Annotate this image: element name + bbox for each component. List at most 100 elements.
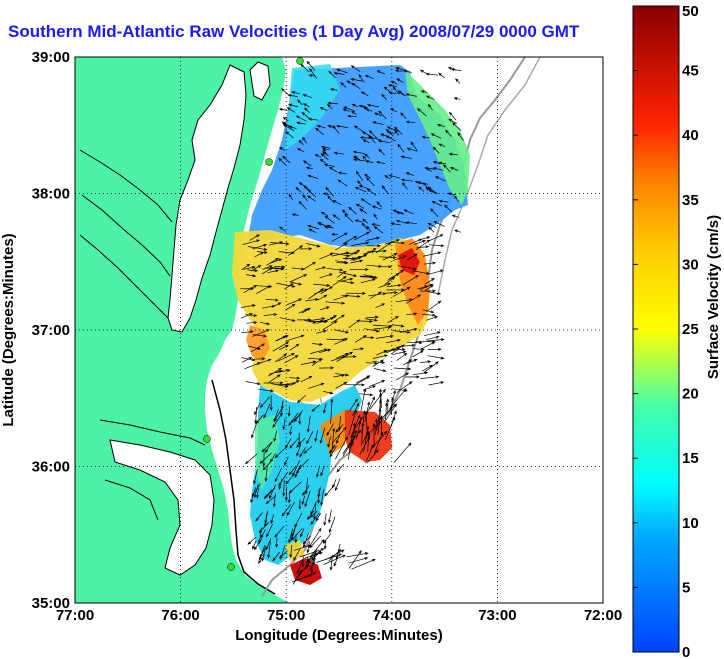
velocity-arrow (301, 307, 311, 314)
velocity-arrow (395, 211, 404, 215)
velocity-arrow (326, 423, 334, 436)
velocity-arrow (323, 532, 332, 544)
y-tick-labels: 39:00 38:00 37:00 36:00 35:00 (32, 49, 70, 612)
velocity-arrow (357, 319, 374, 323)
velocity-arrow (313, 503, 317, 521)
velocity-arrow (294, 512, 303, 528)
velocity-arrow (269, 395, 273, 411)
velocity-arrow (346, 552, 369, 558)
velocity-arrow (379, 388, 383, 409)
velocity-arrow (432, 161, 441, 165)
velocity-arrow (313, 283, 331, 287)
velocity-arrow (365, 361, 378, 365)
velocity-arrow (328, 509, 332, 524)
x-tick-labels: 77:00 76:00 75:00 74:00 73:00 72:00 (56, 607, 622, 624)
velocity-arrow (422, 309, 435, 314)
velocity-arrow (306, 431, 314, 445)
velocity-arrow (308, 382, 325, 389)
velocity-arrow (241, 330, 254, 334)
velocity-arrow (390, 241, 406, 245)
velocity-arrow (353, 347, 365, 351)
velocity-arrow (254, 357, 266, 361)
velocity-arrow (261, 545, 267, 562)
velocity-arrow (302, 485, 310, 496)
velocity-arrow (372, 422, 376, 448)
velocity-arrow (268, 367, 283, 377)
velocity-arrow (251, 422, 258, 439)
velocity-arrow (265, 441, 273, 454)
velocity-arrow (365, 443, 374, 464)
velocity-arrow (341, 209, 349, 216)
velocity-arrow (364, 174, 371, 179)
velocity-arrow (306, 60, 316, 71)
velocity-arrow (311, 404, 321, 412)
velocity-arrow (265, 298, 279, 302)
velocity-arrow (390, 222, 401, 226)
velocity-arrow (337, 179, 348, 187)
velocity-arrow (351, 82, 361, 90)
velocity-arrow (350, 77, 363, 82)
velocity-arrow (240, 313, 254, 319)
velocity-arrow (266, 523, 273, 538)
velocity-arrow (289, 544, 293, 559)
velocity-arrow (438, 199, 449, 203)
velocity-arrow (417, 285, 429, 290)
velocity-arrow (255, 512, 263, 522)
velocity-arrow (288, 481, 302, 494)
velocity-arrow (296, 121, 306, 125)
velocity-arrow (304, 490, 311, 508)
velocity-arrow (297, 432, 301, 446)
velocity-arrow (289, 380, 300, 386)
velocity-arrow (267, 269, 280, 274)
velocity-arrow (427, 103, 433, 111)
velocity-arrow (328, 70, 336, 78)
velocity-arrow (364, 401, 371, 423)
velocity-arrow (363, 336, 375, 340)
colorbar-tick-label: 5 (682, 579, 690, 596)
velocity-arrow (428, 381, 445, 386)
potomac-river (79, 149, 173, 319)
velocity-arrow (267, 541, 271, 559)
velocity-arrow (385, 338, 401, 344)
velocity-arrow (406, 147, 417, 152)
velocity-arrow (363, 425, 370, 453)
velocity-arrow (402, 274, 419, 286)
velocity-arrow (360, 388, 367, 412)
velocity-arrow (309, 535, 322, 549)
velocity-arrow (320, 489, 325, 507)
velocity-arrow (410, 141, 418, 152)
velocity-arrow (278, 157, 287, 166)
velocity-arrow (373, 213, 378, 220)
velocity-arrow (316, 124, 326, 129)
velocity-arrow (340, 277, 354, 282)
velocity-arrow (393, 367, 412, 371)
velocity-arrow (366, 236, 381, 241)
velocity-arrow (392, 330, 411, 334)
velocity-arrow (375, 334, 394, 339)
velocity-arrow (265, 538, 272, 551)
velocity-arrow (307, 317, 326, 322)
velocity-arrow (290, 281, 303, 286)
velocity-arrow (247, 246, 268, 251)
velocity-arrow (381, 185, 389, 195)
velocity-arrow (301, 112, 311, 120)
velocity-arrow (453, 97, 461, 101)
colorbar-tick-label: 0 (682, 644, 690, 659)
velocity-arrow (249, 234, 260, 241)
velocity-arrow (366, 264, 383, 268)
velocity-arrow (245, 381, 261, 386)
velocity-arrow (403, 69, 412, 73)
velocity-arrow (259, 321, 271, 326)
chesapeake-bay (167, 64, 247, 333)
velocity-arrow (317, 487, 321, 499)
velocity-arrow (270, 242, 290, 246)
velocity-arrow (373, 226, 384, 234)
velocity-arrow (254, 406, 258, 425)
velocity-arrow (328, 166, 338, 173)
velocity-arrow (431, 201, 443, 207)
velocity-arrow (420, 360, 432, 364)
velocity-arrow (418, 186, 425, 192)
velocity-arrow (396, 372, 410, 381)
velocity-arrow (299, 447, 306, 458)
velocity-arrow (453, 195, 460, 203)
